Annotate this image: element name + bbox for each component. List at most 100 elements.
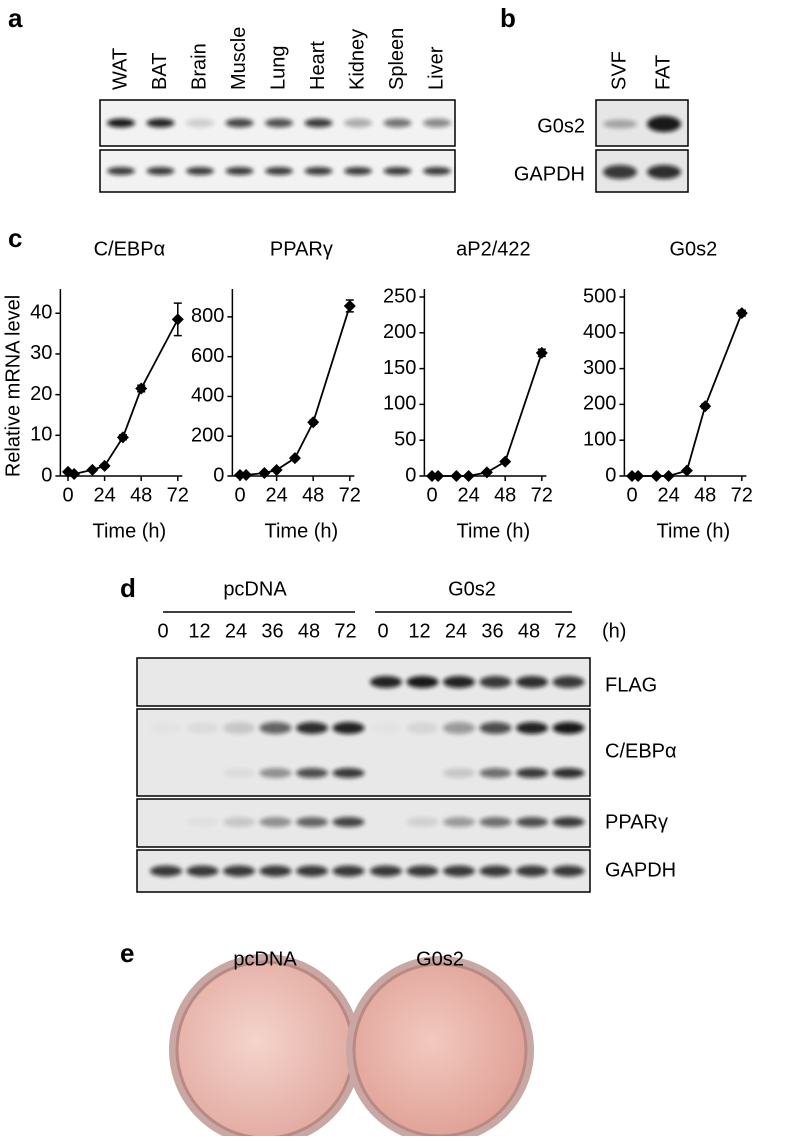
point xyxy=(116,431,129,444)
band xyxy=(296,817,328,827)
point xyxy=(234,469,246,482)
lane-label: BAT xyxy=(149,53,171,90)
band xyxy=(516,768,548,778)
row-label: GAPDH xyxy=(514,163,585,185)
time-label: 0 xyxy=(377,620,388,642)
y-tick-label: 20 xyxy=(30,383,52,405)
y-tick-label: 250 xyxy=(383,285,416,307)
band xyxy=(516,865,548,877)
band xyxy=(552,865,585,877)
band xyxy=(107,118,135,128)
lane-label: SVF xyxy=(608,51,630,90)
x-tick-label: 0 xyxy=(626,484,637,506)
y-tick-label: 0 xyxy=(405,464,416,486)
band xyxy=(344,118,372,128)
y-tick-label: 0 xyxy=(605,464,616,486)
band xyxy=(150,865,182,877)
blot-box xyxy=(136,708,591,797)
band xyxy=(516,676,548,688)
y-tick-label: 10 xyxy=(30,424,52,446)
band xyxy=(225,118,254,128)
blot-box xyxy=(136,657,591,707)
time-label: 36 xyxy=(261,620,283,642)
band xyxy=(296,865,328,877)
point xyxy=(307,416,320,429)
point xyxy=(343,299,356,312)
y-tick-label: 40 xyxy=(30,302,52,324)
band xyxy=(186,865,219,877)
x-tick-label: 0 xyxy=(234,484,245,506)
band xyxy=(406,676,439,688)
time-label: 72 xyxy=(334,620,356,642)
lane-label: Liver xyxy=(425,46,447,90)
band xyxy=(186,118,214,128)
y-axis-label: Relative mRNA level xyxy=(2,295,24,477)
time-label: 36 xyxy=(481,620,503,642)
band xyxy=(370,676,402,688)
unit-label: (h) xyxy=(602,620,626,642)
band xyxy=(443,768,475,778)
row-label: G0s2 xyxy=(537,115,585,137)
x-tick-label: 24 xyxy=(265,484,287,506)
band xyxy=(259,865,292,877)
band xyxy=(479,676,512,688)
y-tick-label: 100 xyxy=(583,428,616,450)
chart-title: C/EBPα xyxy=(94,238,166,260)
band xyxy=(344,167,372,175)
band xyxy=(332,722,365,734)
time-label: 0 xyxy=(157,620,168,642)
band xyxy=(296,768,328,778)
y-tick-label: 200 xyxy=(191,425,224,447)
band xyxy=(552,768,585,778)
x-axis-label: Time (h) xyxy=(93,520,167,542)
band xyxy=(332,865,365,877)
y-tick-label: 0 xyxy=(213,464,224,486)
time-label: 12 xyxy=(188,620,210,642)
dish xyxy=(175,960,355,1140)
band xyxy=(265,118,293,128)
time-label: 72 xyxy=(554,620,576,642)
point xyxy=(480,466,493,479)
x-axis-label: Time (h) xyxy=(265,520,339,542)
y-tick-label: 800 xyxy=(191,305,224,327)
band xyxy=(443,722,475,734)
band xyxy=(265,167,293,175)
y-tick-label: 200 xyxy=(383,321,416,343)
point xyxy=(426,470,438,482)
y-tick-label: 50 xyxy=(394,428,416,450)
band xyxy=(296,722,328,734)
group-label: pcDNA xyxy=(223,578,287,600)
row-label: PPARγ xyxy=(605,811,668,833)
lane-label: Spleen xyxy=(386,28,408,90)
point xyxy=(535,346,548,359)
x-tick-label: 72 xyxy=(531,484,553,506)
band xyxy=(304,167,333,175)
band xyxy=(443,865,475,877)
band xyxy=(146,118,175,128)
panel-label: b xyxy=(500,3,516,33)
x-axis-label: Time (h) xyxy=(457,520,531,542)
point xyxy=(258,467,271,480)
x-tick-label: 48 xyxy=(302,484,324,506)
chart-title: aP2/422 xyxy=(456,238,531,260)
band xyxy=(186,167,214,175)
y-tick-label: 400 xyxy=(191,385,224,407)
y-tick-label: 400 xyxy=(583,321,616,343)
point xyxy=(450,470,463,482)
x-tick-label: 24 xyxy=(457,484,479,506)
band xyxy=(383,118,412,128)
line xyxy=(632,312,743,477)
point xyxy=(432,470,445,482)
x-tick-label: 0 xyxy=(426,484,437,506)
band xyxy=(603,165,637,179)
x-tick-label: 48 xyxy=(130,484,152,506)
band xyxy=(259,722,292,734)
band xyxy=(259,768,292,778)
dish-label: G0s2 xyxy=(416,948,464,970)
lane-label: FAT xyxy=(652,55,674,90)
time-label: 48 xyxy=(518,620,540,642)
point xyxy=(270,464,283,477)
band xyxy=(479,817,512,827)
x-tick-label: 72 xyxy=(339,484,361,506)
